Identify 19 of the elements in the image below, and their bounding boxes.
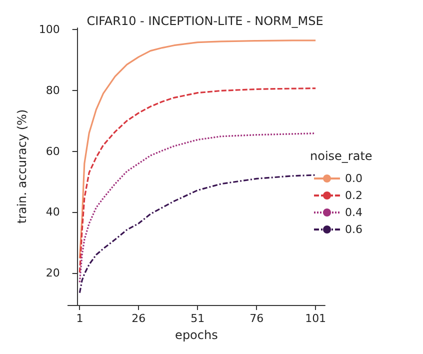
x-axis-title: epochs <box>175 328 218 342</box>
y-tick-label: 40 <box>46 206 60 219</box>
legend-title: noise_rate <box>310 149 372 163</box>
line-series <box>78 174 316 294</box>
y-tick-label: 80 <box>46 84 60 97</box>
y-tick-label: 100 <box>38 23 60 36</box>
x-tick-label: 101 <box>305 312 326 325</box>
legend-label: 0.0 <box>345 172 362 185</box>
legend-label: 0.6 <box>345 223 362 236</box>
x-tick-label: 1 <box>76 312 84 325</box>
legend-label: 0.4 <box>345 206 362 219</box>
chart-title: CIFAR10 - INCEPTION-LITE - NORM_MSE <box>86 14 324 28</box>
y-tick-label: 20 <box>46 266 60 280</box>
legend-label: 0.2 <box>345 189 362 202</box>
x-tick-label: 51 <box>190 312 205 325</box>
y-tick-label: 60 <box>46 144 60 158</box>
y-axis-title: train. accuracy (%) <box>15 109 29 224</box>
x-tick-label: 76 <box>250 312 264 325</box>
x-tick-label: 26 <box>132 312 146 325</box>
